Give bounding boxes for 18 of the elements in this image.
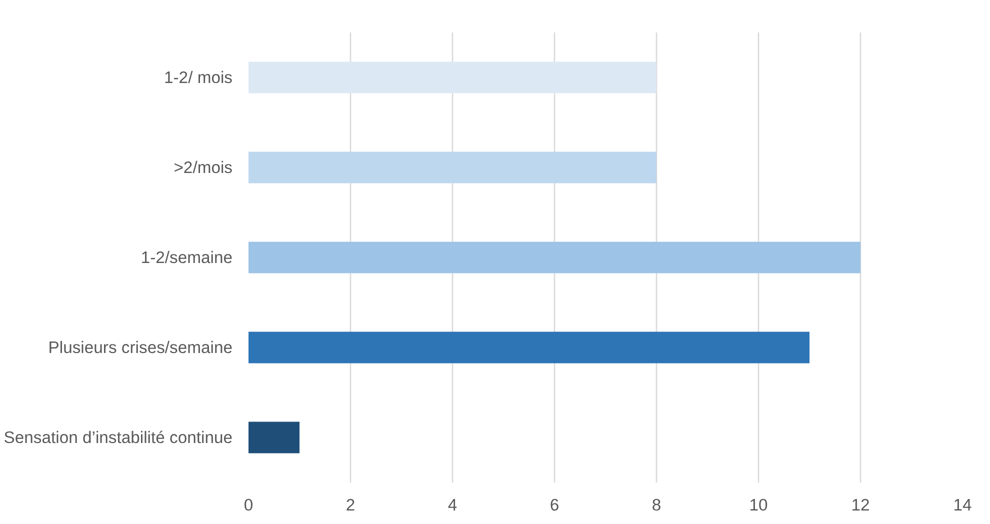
y-tick-label: Sensation d’instabilité continue — [4, 428, 233, 447]
bar — [248, 62, 656, 94]
bar — [248, 422, 300, 454]
x-tick-label: 14 — [953, 496, 972, 514]
x-tick-label: 4 — [448, 496, 458, 514]
bar — [248, 242, 860, 274]
y-tick-label: 1-2/semaine — [140, 248, 233, 267]
x-tick-label: 6 — [550, 496, 560, 514]
x-tick-label: 2 — [346, 496, 356, 514]
x-tick-label: 0 — [244, 496, 254, 514]
y-tick-label: 1-2/ mois — [164, 68, 233, 87]
bar — [248, 332, 810, 364]
x-tick-label: 8 — [652, 496, 662, 514]
bar — [248, 152, 656, 184]
y-tick-label: >2/mois — [174, 158, 233, 177]
x-tick-label: 12 — [851, 496, 870, 514]
x-tick-label: 10 — [749, 496, 768, 514]
y-tick-label: Plusieurs crises/semaine — [48, 338, 233, 357]
